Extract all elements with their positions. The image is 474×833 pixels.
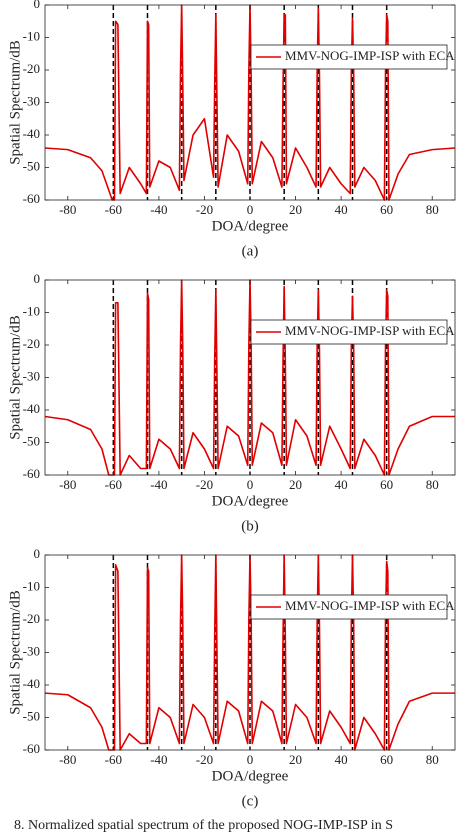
x-tick-label: 40 <box>335 752 348 767</box>
y-tick-label: -40 <box>23 126 40 141</box>
series-line <box>44 279 455 476</box>
y-tick-label: -30 <box>23 643 40 658</box>
x-tick-label: 0 <box>247 477 254 492</box>
x-axis-title: DOA/degree <box>212 768 289 784</box>
y-tick-label: -50 <box>23 433 40 448</box>
y-tick-label: -40 <box>23 676 40 691</box>
y-tick-label: -10 <box>23 28 40 43</box>
x-tick-label: 20 <box>289 202 302 217</box>
x-axis-title: DOA/degree <box>212 218 289 234</box>
y-tick-label: 0 <box>34 0 41 11</box>
x-tick-label: 60 <box>380 202 393 217</box>
legend-label: MMV-NOG-IMP-ISP with ECA <box>285 323 455 338</box>
x-tick-label: -20 <box>196 752 213 767</box>
series-line <box>44 4 456 201</box>
y-tick-label: -60 <box>23 466 40 481</box>
chart: -80 -60 -40 -20 0 20 40 60 80 -60 -50 -40 -30 -20 -10 0… <box>7 546 456 809</box>
y-axis-title: Spatial Spectrum/dB <box>7 590 23 715</box>
x-tick-label: 80 <box>426 477 439 492</box>
subplot-caption: (a) <box>242 243 259 259</box>
x-tick-label: 60 <box>380 477 393 492</box>
x-tick-label: -80 <box>59 477 76 492</box>
y-tick-label: -60 <box>23 191 40 206</box>
x-tick-label: -80 <box>59 752 76 767</box>
y-tick-label: -40 <box>23 401 40 416</box>
chart: -80 -60 -40 -20 0 20 40 60 80 -60 -50 -40 -30 -20 -10 0… <box>7 0 456 259</box>
x-tick-label: -40 <box>150 202 167 217</box>
y-tick-label: 0 <box>34 546 41 561</box>
y-tick-label: -10 <box>23 578 40 593</box>
subplot-caption: (b) <box>241 518 259 534</box>
x-tick-label: 20 <box>289 752 302 767</box>
x-tick-label: 0 <box>247 752 254 767</box>
x-tick-label: -40 <box>150 477 167 492</box>
legend-box <box>250 594 448 620</box>
y-axis-title: Spatial Spectrum/dB <box>7 40 23 165</box>
series-line <box>44 554 455 751</box>
chart: -80 -60 -40 -20 0 20 40 60 80 -60 -50 -40 -30 -20 -10 0… <box>7 271 456 534</box>
x-tick-label: 40 <box>335 202 348 217</box>
y-tick-label: -20 <box>23 336 40 351</box>
y-tick-label: -50 <box>23 158 40 173</box>
subplot-caption: (c) <box>242 793 259 809</box>
legend-box <box>250 44 448 70</box>
x-tick-label: -20 <box>196 202 213 217</box>
x-tick-label: 60 <box>380 752 393 767</box>
x-tick-label: 0 <box>247 202 254 217</box>
x-tick-label: -40 <box>150 752 167 767</box>
x-tick-label: 80 <box>426 752 439 767</box>
y-tick-label: -10 <box>23 303 40 318</box>
x-tick-label: 80 <box>426 202 439 217</box>
y-tick-label: -20 <box>23 611 40 626</box>
legend-box <box>250 319 448 345</box>
figure-caption: 8. Normalized spatial spectrum of the pr… <box>14 818 393 833</box>
y-tick-label: 0 <box>34 271 41 286</box>
legend-label: MMV-NOG-IMP-ISP with ECA <box>285 48 455 63</box>
x-tick-label: 20 <box>289 477 302 492</box>
y-tick-label: -20 <box>23 61 40 76</box>
legend-label: MMV-NOG-IMP-ISP with ECA <box>285 598 455 613</box>
y-tick-label: -50 <box>23 708 40 723</box>
y-axis-title: Spatial Spectrum/dB <box>7 315 23 440</box>
y-tick-label: -30 <box>23 93 40 108</box>
x-tick-label: -60 <box>105 477 122 492</box>
x-tick-label: -60 <box>105 752 122 767</box>
x-tick-label: -20 <box>196 477 213 492</box>
y-tick-label: -30 <box>23 368 40 383</box>
y-tick-label: -60 <box>23 741 40 756</box>
x-tick-label: 40 <box>335 477 348 492</box>
x-tick-label: -60 <box>105 202 122 217</box>
x-tick-label: -80 <box>59 202 76 217</box>
x-axis-title: DOA/degree <box>212 493 289 509</box>
